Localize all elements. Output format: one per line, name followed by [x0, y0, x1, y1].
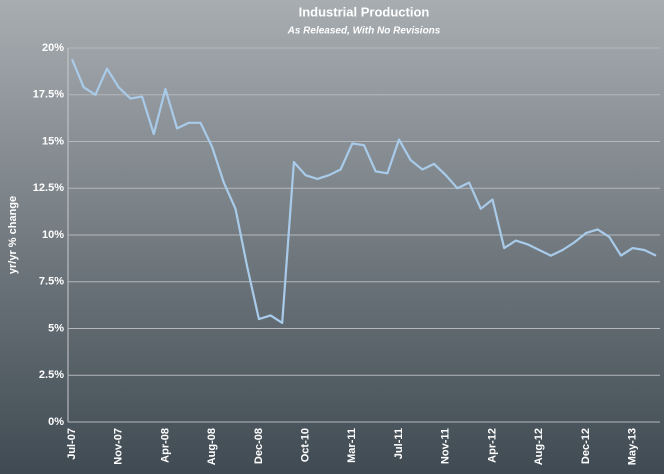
x-tick-label: Dec-12 — [580, 428, 592, 464]
y-tick-label: 0% — [48, 416, 64, 428]
data-line — [70, 58, 657, 324]
y-axis-label: yr/yr % change — [7, 196, 19, 274]
y-tick-label: 5% — [48, 322, 64, 334]
y-tick-label: 20% — [42, 42, 64, 54]
y-tick-label: 12.5% — [33, 182, 64, 194]
x-tick-label: Nov-11 — [440, 428, 452, 464]
chart-subtitle: As Released, With No Revisions — [287, 26, 441, 37]
x-tick-label: Aug-08 — [206, 428, 218, 465]
x-tick-label: Aug-12 — [533, 428, 545, 465]
y-tick-label: 10% — [42, 229, 64, 241]
x-tick-label: Jul-07 — [66, 428, 78, 460]
chart-title: Industrial Production — [299, 4, 430, 19]
x-tick-label: Jul-11 — [393, 428, 405, 459]
x-tick-label: Oct-10 — [300, 428, 312, 462]
x-tick-label: May-13 — [627, 428, 639, 465]
x-tick-label: Apr-08 — [159, 428, 171, 463]
y-tick-label: 7.5% — [39, 276, 64, 288]
x-tick-label: Dec-08 — [253, 428, 265, 464]
x-tick-label: Apr-12 — [486, 428, 498, 463]
y-tick-label: 15% — [42, 135, 64, 147]
x-tick-label: Nov-07 — [113, 428, 125, 465]
x-tick-label: Mar-11 — [346, 428, 358, 463]
y-tick-label: 17.5% — [33, 89, 64, 101]
y-tick-label: 2.5% — [39, 369, 64, 381]
